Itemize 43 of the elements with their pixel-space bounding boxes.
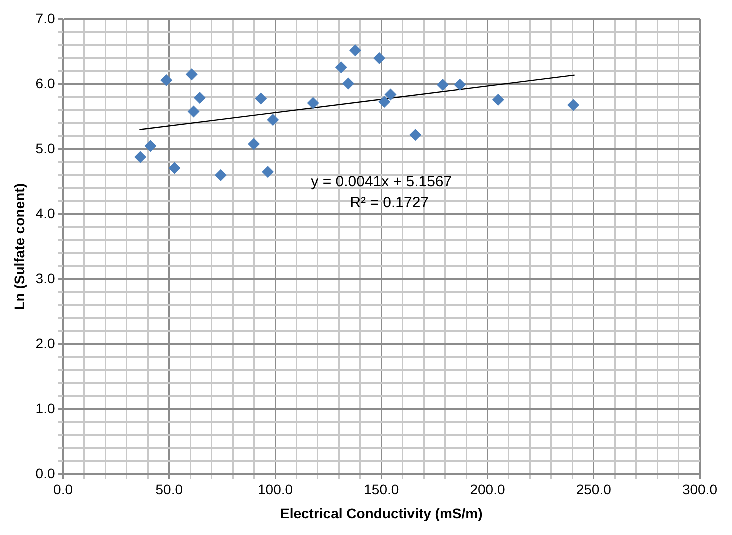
x-tick-label: 50.0 — [156, 482, 184, 498]
y-tick-label: 1.0 — [36, 400, 56, 416]
point — [262, 166, 274, 178]
y-axis-title: Ln (Sulfate conent) — [11, 184, 28, 310]
point — [186, 68, 198, 81]
point — [255, 92, 268, 105]
point — [188, 106, 200, 118]
x-tick-label: 150.0 — [364, 482, 400, 498]
point — [248, 138, 260, 150]
point — [307, 97, 320, 110]
point — [134, 151, 147, 164]
y-tick-label: 0.0 — [36, 465, 56, 482]
point — [436, 79, 449, 92]
point — [342, 78, 355, 90]
y-tick-label: 4.0 — [36, 205, 56, 222]
point — [492, 94, 504, 106]
annotation: y = 0.0041x + 5.1567 — [311, 173, 452, 190]
annotation: R² = 0.1727 — [350, 194, 430, 212]
point — [378, 96, 391, 108]
point — [160, 74, 173, 86]
point — [194, 92, 206, 104]
point — [144, 140, 157, 152]
point — [374, 52, 386, 64]
point — [335, 62, 348, 74]
y-tick-label: 3.0 — [36, 270, 56, 286]
y-tick-label: 2.0 — [36, 335, 56, 352]
point — [454, 79, 466, 92]
x-tick-label: 0.0 — [54, 482, 74, 498]
point — [267, 114, 280, 126]
x-tick-label: 100.0 — [258, 482, 294, 498]
point — [214, 169, 227, 182]
point — [168, 162, 181, 174]
x-tick-label: 200.0 — [470, 482, 506, 498]
x-tick-label: 250.0 — [576, 482, 612, 498]
point — [350, 44, 362, 57]
point — [410, 129, 422, 142]
point — [384, 88, 397, 101]
x-axis-title: Electrical Conductivity (mS/m) — [280, 505, 483, 522]
y-tick-label: 7.0 — [36, 10, 56, 26]
y-tick-label: 6.0 — [36, 75, 56, 92]
x-tick-label: 300.0 — [682, 482, 718, 498]
point — [568, 99, 580, 112]
y-tick-label: 5.0 — [36, 140, 56, 156]
